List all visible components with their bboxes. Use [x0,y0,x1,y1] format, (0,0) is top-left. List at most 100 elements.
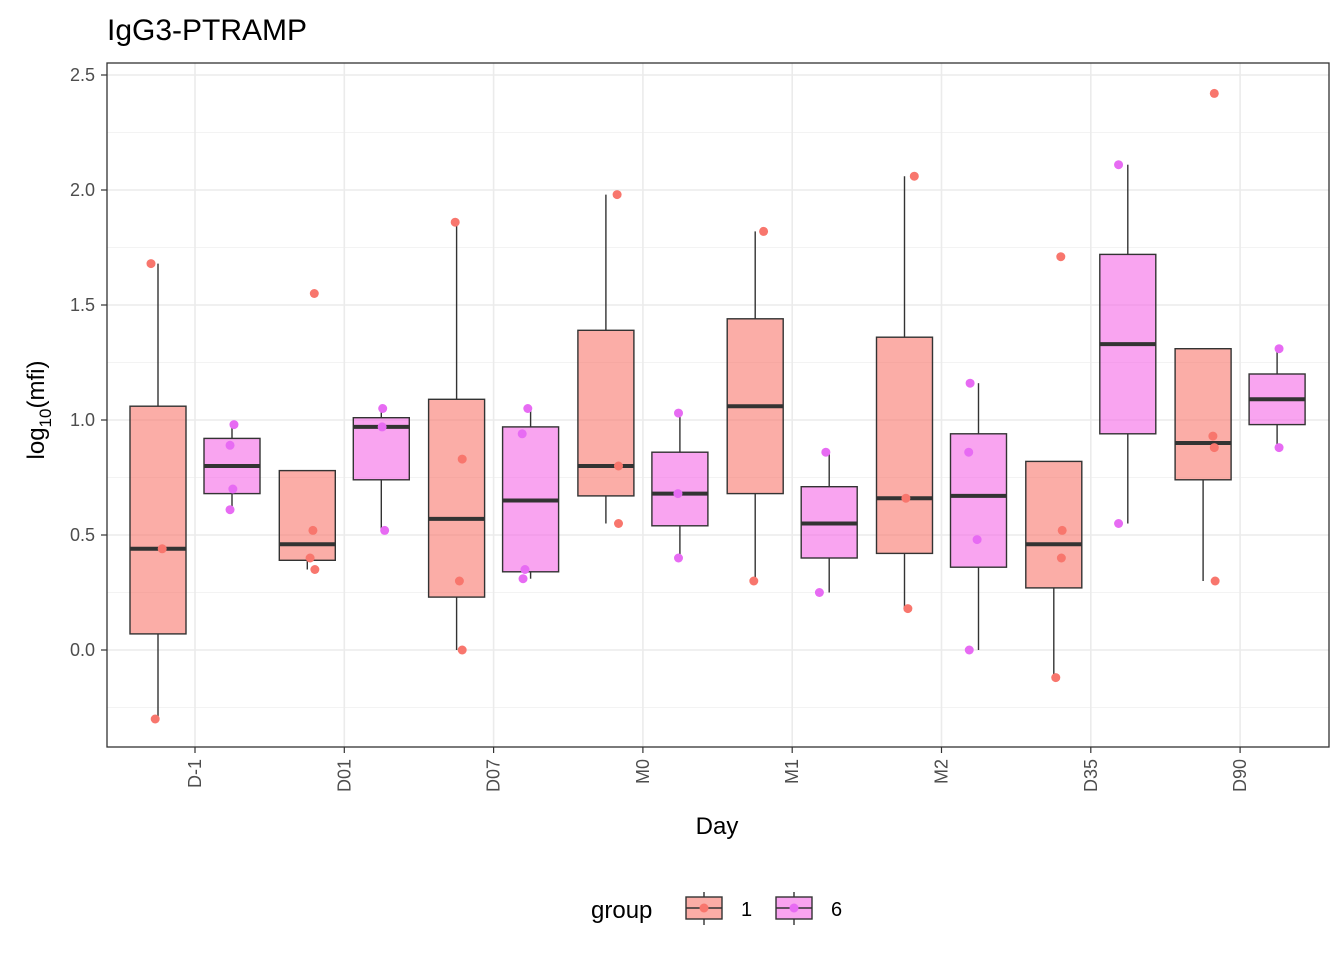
data-point [225,440,235,450]
box-rect [427,398,486,598]
data-point [228,484,238,494]
data-point [965,378,975,388]
y-tick-label: 2.0 [70,180,95,200]
x-tick-label: M0 [633,759,653,784]
y-tick-label: 0.5 [70,525,95,545]
data-point [517,429,527,439]
data-point [903,604,913,614]
data-point [454,576,464,586]
box-6-D90 [1248,344,1306,453]
data-point [1209,443,1219,453]
data-point [901,493,911,503]
data-point [1209,88,1219,98]
data-point [972,535,982,545]
box-1-D35 [1025,252,1083,683]
data-point [1057,525,1067,535]
box-6-M2 [949,378,1008,655]
box-6-M1 [800,447,858,597]
box-1-M2 [875,171,934,614]
x-tick-label: D07 [484,759,504,792]
box-1-D01 [278,289,336,574]
series-group-6 [203,160,1306,655]
data-point [1274,443,1284,453]
box-rect [949,433,1008,568]
y-tick-label: 2.5 [70,65,95,85]
x-tick-label: D01 [334,759,354,792]
box-rect [577,329,635,497]
data-point [450,217,460,227]
plot-panel [106,62,1330,748]
box-1-D90 [1174,88,1232,586]
y-axis-title-subscript: 10 [36,409,55,428]
box-rect [1174,348,1232,481]
box-6-D-1 [203,420,261,515]
chart-title: IgG3-PTRAMP [107,14,307,47]
data-point [1114,160,1124,170]
legend-title: group [591,897,652,924]
data-point [146,259,156,269]
data-point [1114,519,1124,528]
data-point [518,574,528,584]
legend-key-point [789,903,799,913]
x-axis-title: Day [696,813,739,840]
panel-border [106,62,1330,748]
box-rect [651,451,709,527]
data-point [614,461,623,471]
data-point [1051,673,1061,683]
data-point [310,565,320,574]
data-point [1056,252,1066,262]
data-point [749,576,759,586]
box-6-D07 [501,404,560,584]
x-tick-label: D35 [1081,759,1101,792]
y-axis-title-arg: (mfi) [23,361,50,409]
data-point [614,519,623,528]
data-point [759,226,769,236]
box-6-D01 [352,404,410,535]
legend-label-6: 6 [831,899,842,921]
box-6-M0 [651,408,709,563]
data-point [1056,553,1066,563]
legend-key-point [699,903,709,913]
data-point [380,525,390,535]
box-1-M1 [726,226,784,586]
y-tick-label: 1.5 [70,295,95,315]
data-point [520,565,530,574]
data-point [157,544,167,554]
data-point [305,553,315,563]
legend: group 1 6 [591,892,842,925]
x-axis: D-1 D01 D07 M0 M1 M2 D35 D90 [185,747,1250,792]
data-point [909,171,919,181]
data-point [377,422,387,432]
chart-marks [129,88,1306,724]
data-point [673,489,683,499]
x-tick-label: D-1 [185,759,205,788]
y-tick-label: 1.0 [70,410,95,430]
data-point [1210,576,1220,586]
box-rect [1025,460,1083,589]
series-group-1 [129,88,1232,724]
box-rect [278,469,336,562]
x-tick-label: M1 [782,759,802,784]
data-point [964,447,974,457]
data-point [150,714,160,724]
y-axis: 0.0 0.5 1.0 1.5 2.0 2.5 [70,65,107,660]
data-point [814,588,824,597]
data-point [229,420,239,430]
x-tick-label: D90 [1230,759,1250,792]
data-point [674,408,683,418]
box-1-M0 [577,190,635,528]
box-1-D07 [427,217,486,655]
y-axis-title-base: log [23,427,50,459]
legend-label-1: 1 [741,899,752,921]
y-axis-title: log10(mfi) [23,361,55,460]
data-point [457,454,467,464]
data-point [308,525,318,535]
data-point [1274,344,1284,354]
box-rect [129,405,187,635]
data-point [378,404,388,413]
box-1-D-1 [129,259,187,724]
data-point [309,289,319,298]
box-rect [875,336,934,555]
data-point [964,645,974,655]
